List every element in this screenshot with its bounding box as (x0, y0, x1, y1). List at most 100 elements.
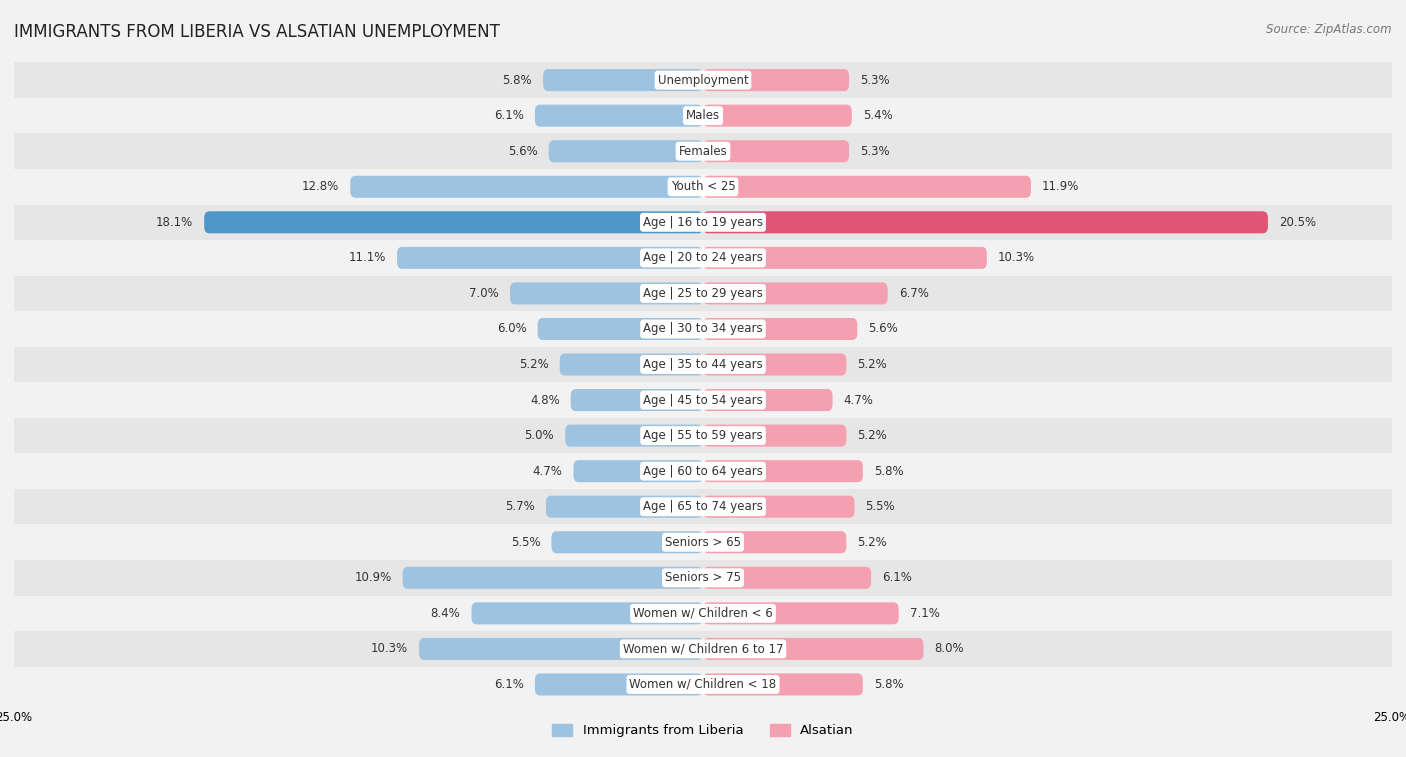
Text: 4.7%: 4.7% (844, 394, 873, 407)
Text: Youth < 25: Youth < 25 (671, 180, 735, 193)
FancyBboxPatch shape (703, 104, 852, 126)
FancyBboxPatch shape (574, 460, 703, 482)
Text: 5.4%: 5.4% (863, 109, 893, 122)
Text: 5.2%: 5.2% (858, 536, 887, 549)
Text: 5.3%: 5.3% (860, 145, 890, 157)
Text: 20.5%: 20.5% (1279, 216, 1316, 229)
Bar (14, 596, 1392, 631)
FancyBboxPatch shape (703, 318, 858, 340)
Text: 5.6%: 5.6% (508, 145, 537, 157)
Text: Age | 60 to 64 years: Age | 60 to 64 years (643, 465, 763, 478)
Text: Age | 16 to 19 years: Age | 16 to 19 years (643, 216, 763, 229)
Text: Age | 20 to 24 years: Age | 20 to 24 years (643, 251, 763, 264)
Bar (14, 133, 1392, 169)
Bar (14, 311, 1392, 347)
Text: 6.7%: 6.7% (898, 287, 928, 300)
Text: Age | 65 to 74 years: Age | 65 to 74 years (643, 500, 763, 513)
FancyBboxPatch shape (703, 425, 846, 447)
Text: 5.8%: 5.8% (875, 465, 904, 478)
Text: Females: Females (679, 145, 727, 157)
Text: IMMIGRANTS FROM LIBERIA VS ALSATIAN UNEMPLOYMENT: IMMIGRANTS FROM LIBERIA VS ALSATIAN UNEM… (14, 23, 501, 41)
FancyBboxPatch shape (703, 211, 1268, 233)
FancyBboxPatch shape (548, 140, 703, 162)
Text: 5.5%: 5.5% (866, 500, 896, 513)
Bar (14, 382, 1392, 418)
Text: 5.6%: 5.6% (869, 322, 898, 335)
Text: 5.3%: 5.3% (860, 73, 890, 86)
Text: 10.3%: 10.3% (371, 643, 408, 656)
FancyBboxPatch shape (543, 69, 703, 91)
FancyBboxPatch shape (534, 674, 703, 696)
FancyBboxPatch shape (703, 140, 849, 162)
FancyBboxPatch shape (703, 354, 846, 375)
Text: 5.2%: 5.2% (858, 429, 887, 442)
Text: Women w/ Children < 18: Women w/ Children < 18 (630, 678, 776, 691)
Text: 6.0%: 6.0% (496, 322, 527, 335)
FancyBboxPatch shape (703, 674, 863, 696)
FancyBboxPatch shape (546, 496, 703, 518)
Legend: Immigrants from Liberia, Alsatian: Immigrants from Liberia, Alsatian (547, 718, 859, 743)
Bar (14, 62, 1392, 98)
Text: 5.0%: 5.0% (524, 429, 554, 442)
Text: 7.0%: 7.0% (470, 287, 499, 300)
Text: 5.8%: 5.8% (502, 73, 531, 86)
Bar (14, 453, 1392, 489)
Text: Age | 35 to 44 years: Age | 35 to 44 years (643, 358, 763, 371)
FancyBboxPatch shape (703, 638, 924, 660)
Text: 5.5%: 5.5% (510, 536, 540, 549)
FancyBboxPatch shape (703, 69, 849, 91)
Text: 8.4%: 8.4% (430, 607, 461, 620)
FancyBboxPatch shape (703, 247, 987, 269)
Text: 4.7%: 4.7% (533, 465, 562, 478)
FancyBboxPatch shape (402, 567, 703, 589)
Bar (14, 98, 1392, 133)
Bar (14, 631, 1392, 667)
Text: Age | 55 to 59 years: Age | 55 to 59 years (643, 429, 763, 442)
Text: 7.1%: 7.1% (910, 607, 939, 620)
FancyBboxPatch shape (396, 247, 703, 269)
Text: 5.2%: 5.2% (519, 358, 548, 371)
Text: 10.9%: 10.9% (354, 572, 392, 584)
Text: 11.9%: 11.9% (1042, 180, 1080, 193)
FancyBboxPatch shape (204, 211, 703, 233)
FancyBboxPatch shape (565, 425, 703, 447)
Bar (14, 489, 1392, 525)
Text: 18.1%: 18.1% (156, 216, 193, 229)
Text: 5.7%: 5.7% (505, 500, 534, 513)
Text: Seniors > 65: Seniors > 65 (665, 536, 741, 549)
Bar (14, 169, 1392, 204)
Text: Seniors > 75: Seniors > 75 (665, 572, 741, 584)
FancyBboxPatch shape (703, 603, 898, 625)
Bar (14, 560, 1392, 596)
FancyBboxPatch shape (703, 389, 832, 411)
Text: 8.0%: 8.0% (935, 643, 965, 656)
Text: Women w/ Children 6 to 17: Women w/ Children 6 to 17 (623, 643, 783, 656)
FancyBboxPatch shape (703, 496, 855, 518)
FancyBboxPatch shape (537, 318, 703, 340)
FancyBboxPatch shape (534, 104, 703, 126)
Text: 12.8%: 12.8% (302, 180, 339, 193)
FancyBboxPatch shape (703, 531, 846, 553)
Text: 11.1%: 11.1% (349, 251, 387, 264)
Text: Women w/ Children < 6: Women w/ Children < 6 (633, 607, 773, 620)
Text: 6.1%: 6.1% (494, 109, 524, 122)
Text: Unemployment: Unemployment (658, 73, 748, 86)
Text: 6.1%: 6.1% (882, 572, 912, 584)
Text: 5.2%: 5.2% (858, 358, 887, 371)
Bar (14, 204, 1392, 240)
Bar (14, 667, 1392, 702)
Text: Males: Males (686, 109, 720, 122)
FancyBboxPatch shape (551, 531, 703, 553)
FancyBboxPatch shape (703, 567, 872, 589)
FancyBboxPatch shape (510, 282, 703, 304)
Text: 6.1%: 6.1% (494, 678, 524, 691)
Text: Source: ZipAtlas.com: Source: ZipAtlas.com (1267, 23, 1392, 36)
Text: Age | 30 to 34 years: Age | 30 to 34 years (643, 322, 763, 335)
Bar (14, 418, 1392, 453)
Text: 10.3%: 10.3% (998, 251, 1035, 264)
Text: Age | 25 to 29 years: Age | 25 to 29 years (643, 287, 763, 300)
Text: 5.8%: 5.8% (875, 678, 904, 691)
FancyBboxPatch shape (471, 603, 703, 625)
FancyBboxPatch shape (350, 176, 703, 198)
Bar (14, 240, 1392, 276)
